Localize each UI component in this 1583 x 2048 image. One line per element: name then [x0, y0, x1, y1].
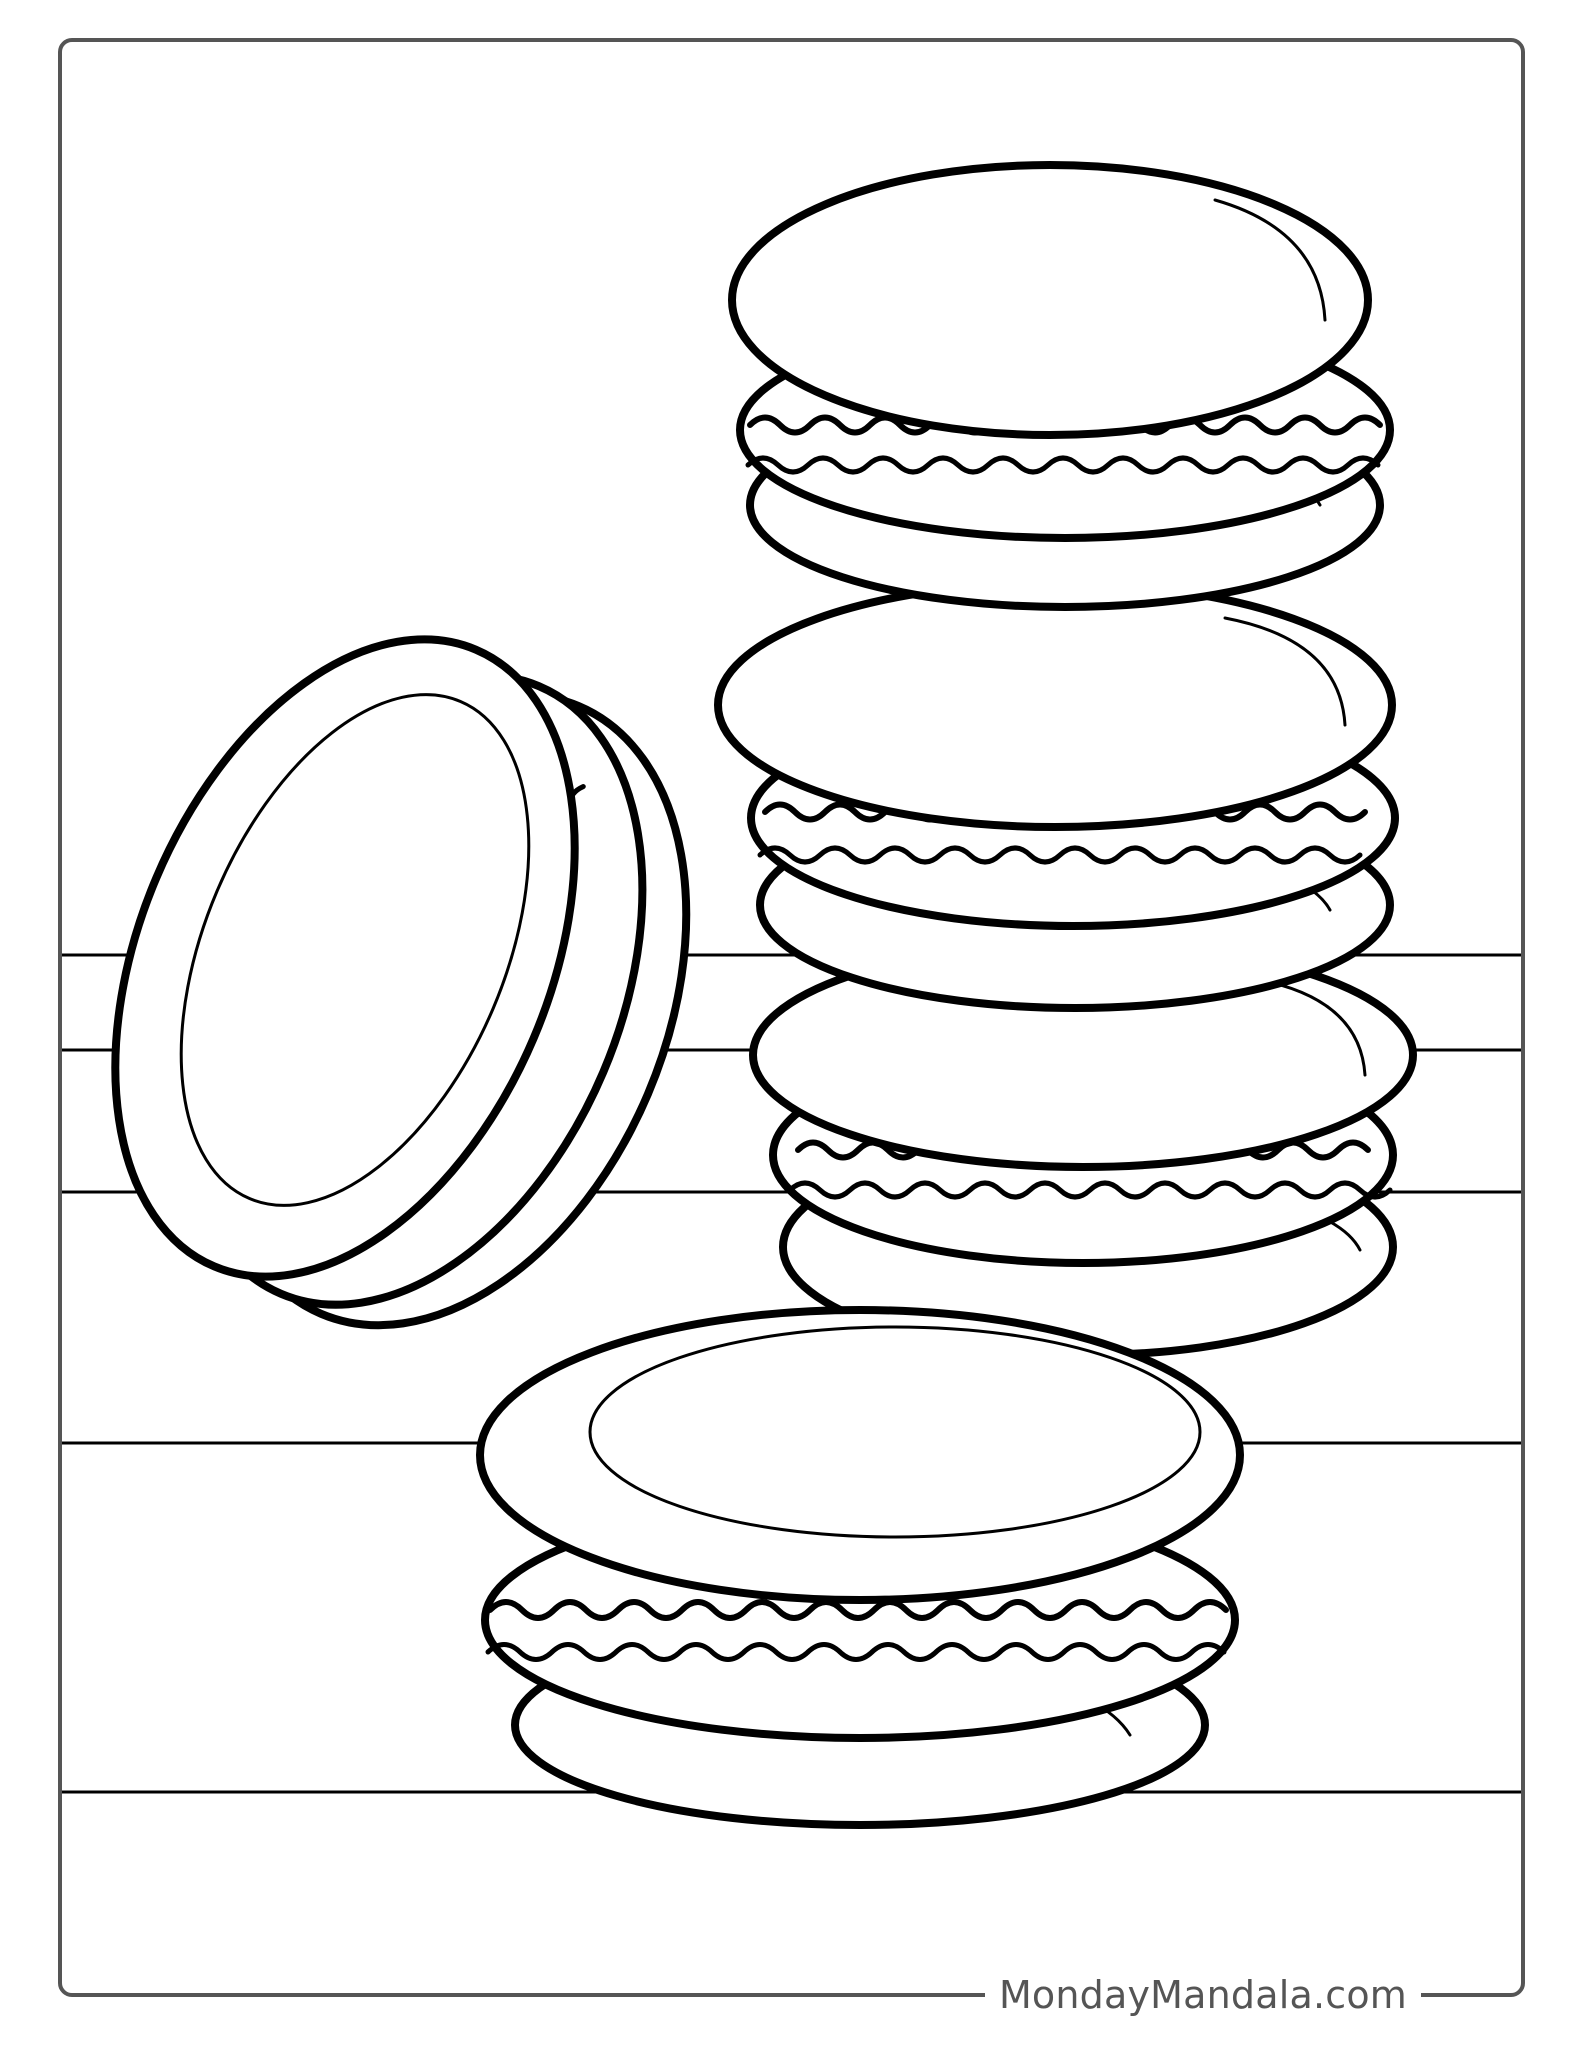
macaron-front: [476, 1306, 1244, 1829]
macaron-stack-2: [714, 579, 1399, 1012]
page-frame: [58, 38, 1525, 1997]
macaron-tilted-left: [111, 635, 691, 1330]
macaron-stack-3: [749, 939, 1417, 1359]
macaron-stack-1: [728, 161, 1394, 611]
footer: MondayMandala.com: [0, 1967, 1583, 2023]
brand-label: MondayMandala.com: [984, 1967, 1421, 2023]
